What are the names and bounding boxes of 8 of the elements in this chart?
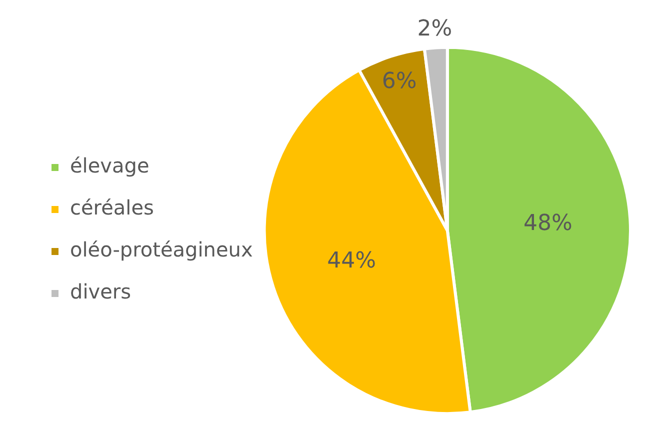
legend-label: divers xyxy=(70,280,132,304)
legend-label: oléo-protéagineux xyxy=(70,238,253,262)
data-label: 2% xyxy=(417,16,452,42)
data-label: 44% xyxy=(327,248,376,274)
legend-label: céréales xyxy=(70,196,154,220)
data-label: 6% xyxy=(382,69,417,94)
data-label: 48% xyxy=(523,210,572,236)
legend-label: élevage xyxy=(70,154,150,178)
